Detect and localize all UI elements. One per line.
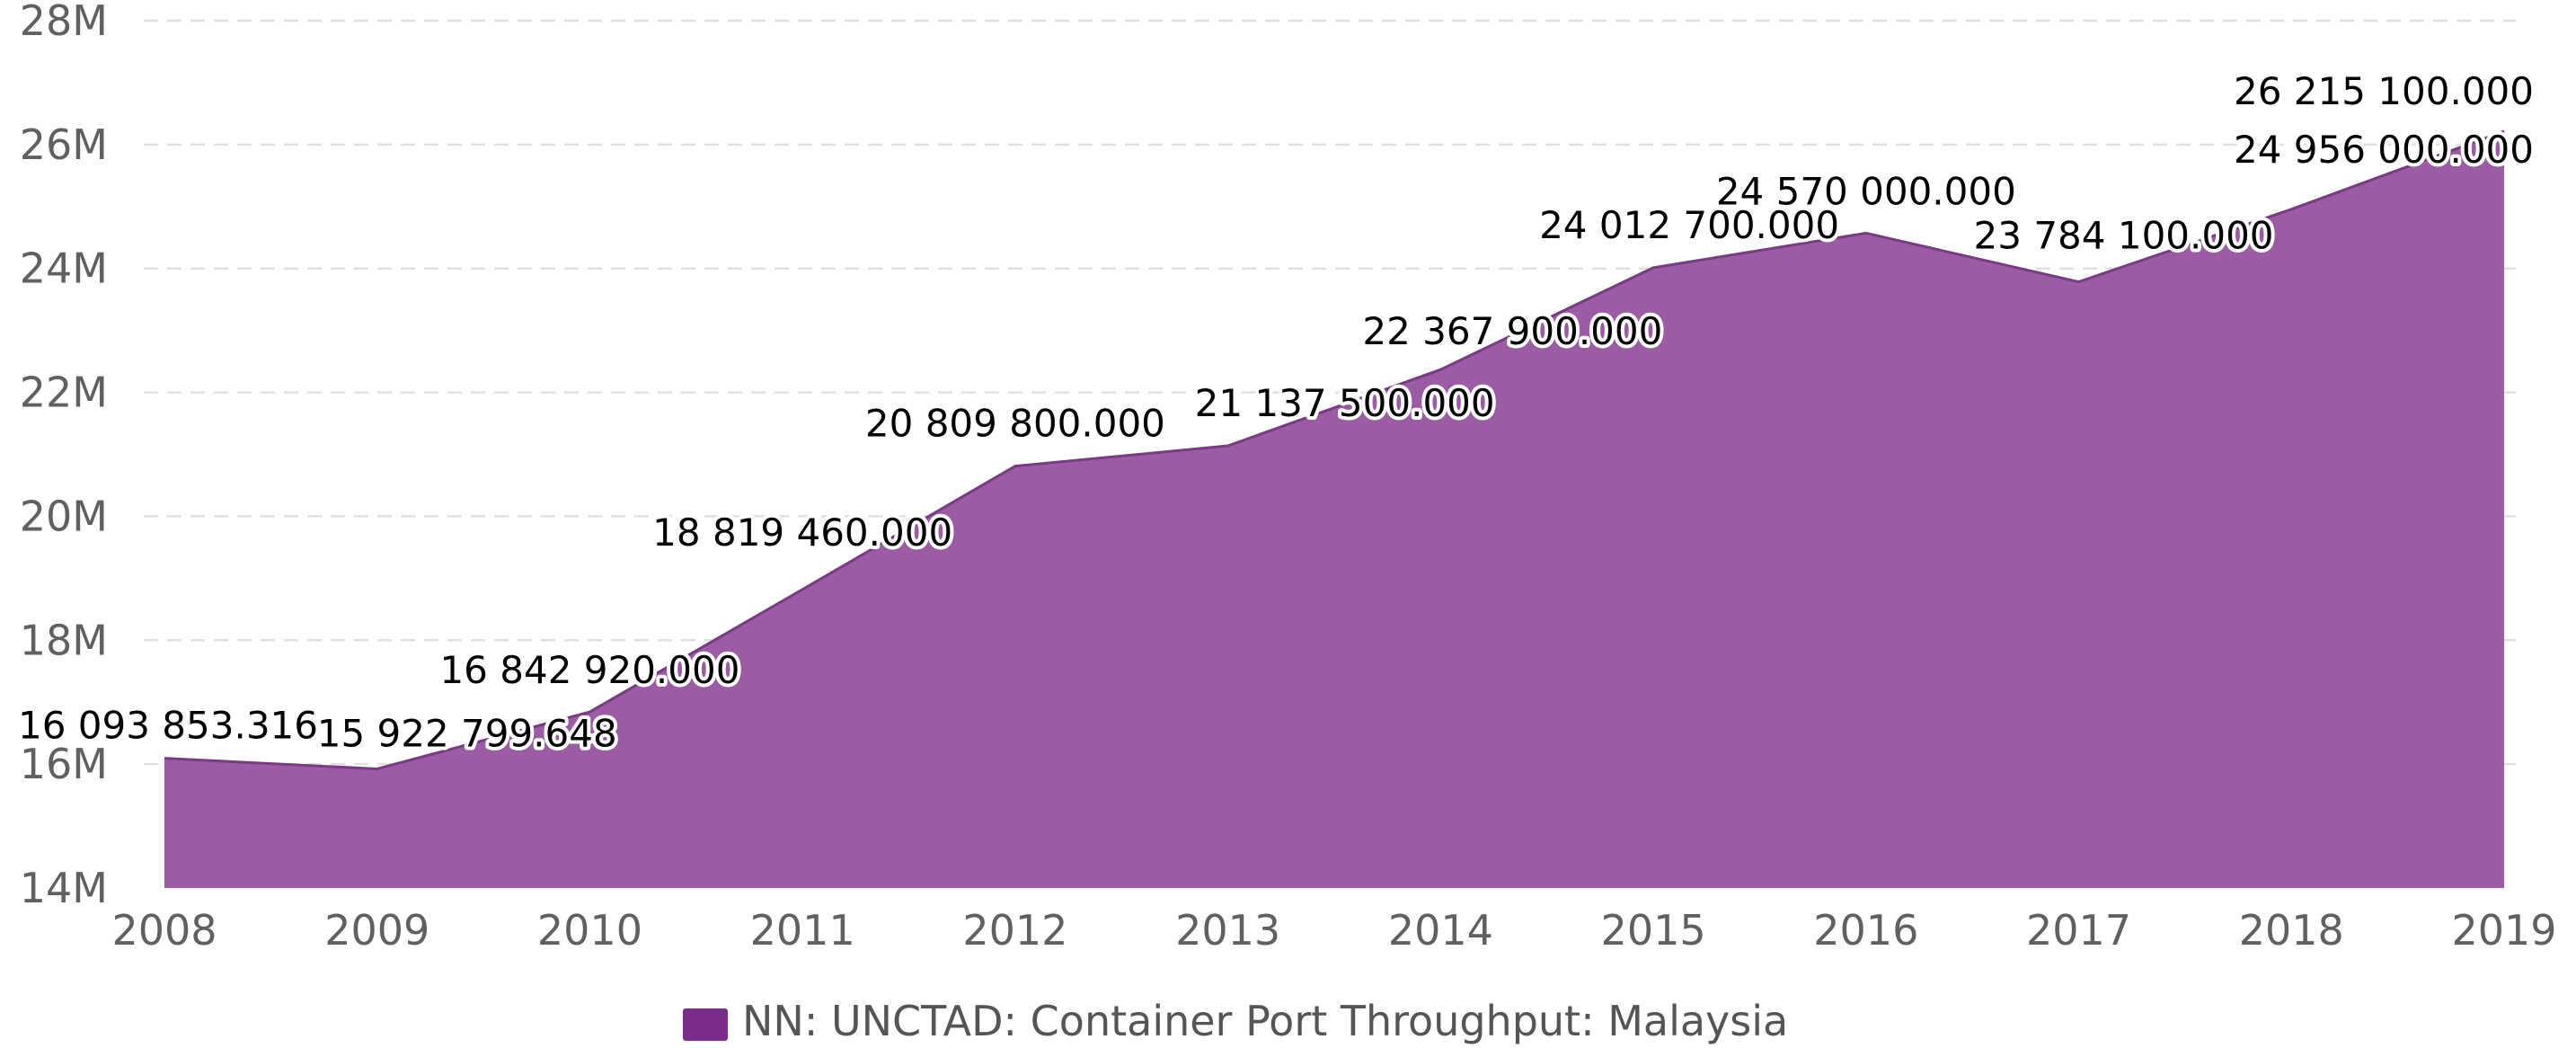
data-label: 24 570 000.000	[1716, 169, 2016, 213]
data-point[interactable]	[1861, 227, 1872, 238]
data-label: 24 012 700.000	[1539, 203, 1839, 247]
y-axis: 14M 16M 18M 20M 22M 24M 26M 28M	[20, 0, 108, 912]
x-tick-label: 2010	[537, 906, 642, 955]
data-point[interactable]	[2286, 204, 2297, 215]
x-tick-label: 2009	[324, 906, 429, 955]
data-point[interactable]	[159, 753, 170, 764]
data-point[interactable]	[1223, 440, 1234, 451]
y-tick-label: 18M	[20, 616, 108, 664]
data-label: 26 215 100.000	[2234, 69, 2534, 113]
area-fill	[164, 131, 2504, 888]
y-tick-label: 22M	[20, 369, 108, 417]
data-point[interactable]	[1010, 461, 1021, 472]
y-tick-label: 14M	[20, 864, 108, 912]
data-label: 18 819 460.000	[652, 511, 952, 555]
x-tick-label: 2019	[2451, 906, 2556, 955]
data-point[interactable]	[797, 584, 808, 595]
legend-item-label[interactable]: NN: UNCTAD: Container Port Throughput: M…	[742, 997, 1788, 1045]
y-tick-label: 16M	[20, 740, 108, 788]
data-label: 24 956 000.000	[2234, 128, 2534, 172]
data-point[interactable]	[372, 763, 383, 774]
data-label: 21 137 500.000	[1195, 381, 1495, 425]
x-tick-label: 2016	[1813, 906, 1918, 955]
data-point[interactable]	[2074, 277, 2085, 288]
legend-swatch[interactable]	[683, 1008, 728, 1041]
data-point[interactable]	[1435, 364, 1446, 375]
series-area	[159, 129, 2505, 888]
legend[interactable]: NN: UNCTAD: Container Port Throughput: M…	[683, 997, 1788, 1045]
y-tick-label: 26M	[20, 120, 108, 169]
data-label: 16 093 853.316	[18, 704, 318, 748]
data-label: 15 922 799.648	[317, 711, 617, 755]
x-tick-label: 2017	[2026, 906, 2131, 955]
x-tick-label: 2018	[2239, 906, 2344, 955]
y-tick-label: 28M	[20, 0, 108, 45]
x-axis: 2008 2009 2010 2011 2012 2013 2014 2015 2016 2017…	[111, 906, 2556, 955]
x-tick-label: 2012	[962, 906, 1067, 955]
x-tick-label: 2008	[111, 906, 217, 955]
data-label: 23 784 100.000	[1974, 214, 2274, 258]
y-tick-label: 20M	[20, 492, 108, 540]
x-tick-label: 2015	[1601, 906, 1706, 955]
data-point[interactable]	[1648, 262, 1659, 273]
area-line	[164, 129, 2505, 770]
y-tick-label: 24M	[20, 244, 108, 293]
data-label: 22 367 900.000	[1362, 309, 1662, 353]
x-tick-label: 2013	[1175, 906, 1280, 955]
x-tick-label: 2011	[750, 906, 855, 955]
data-label: 20 809 800.000	[865, 402, 1165, 446]
data-label: 16 842 920.000	[439, 648, 739, 692]
x-tick-label: 2014	[1388, 906, 1493, 955]
